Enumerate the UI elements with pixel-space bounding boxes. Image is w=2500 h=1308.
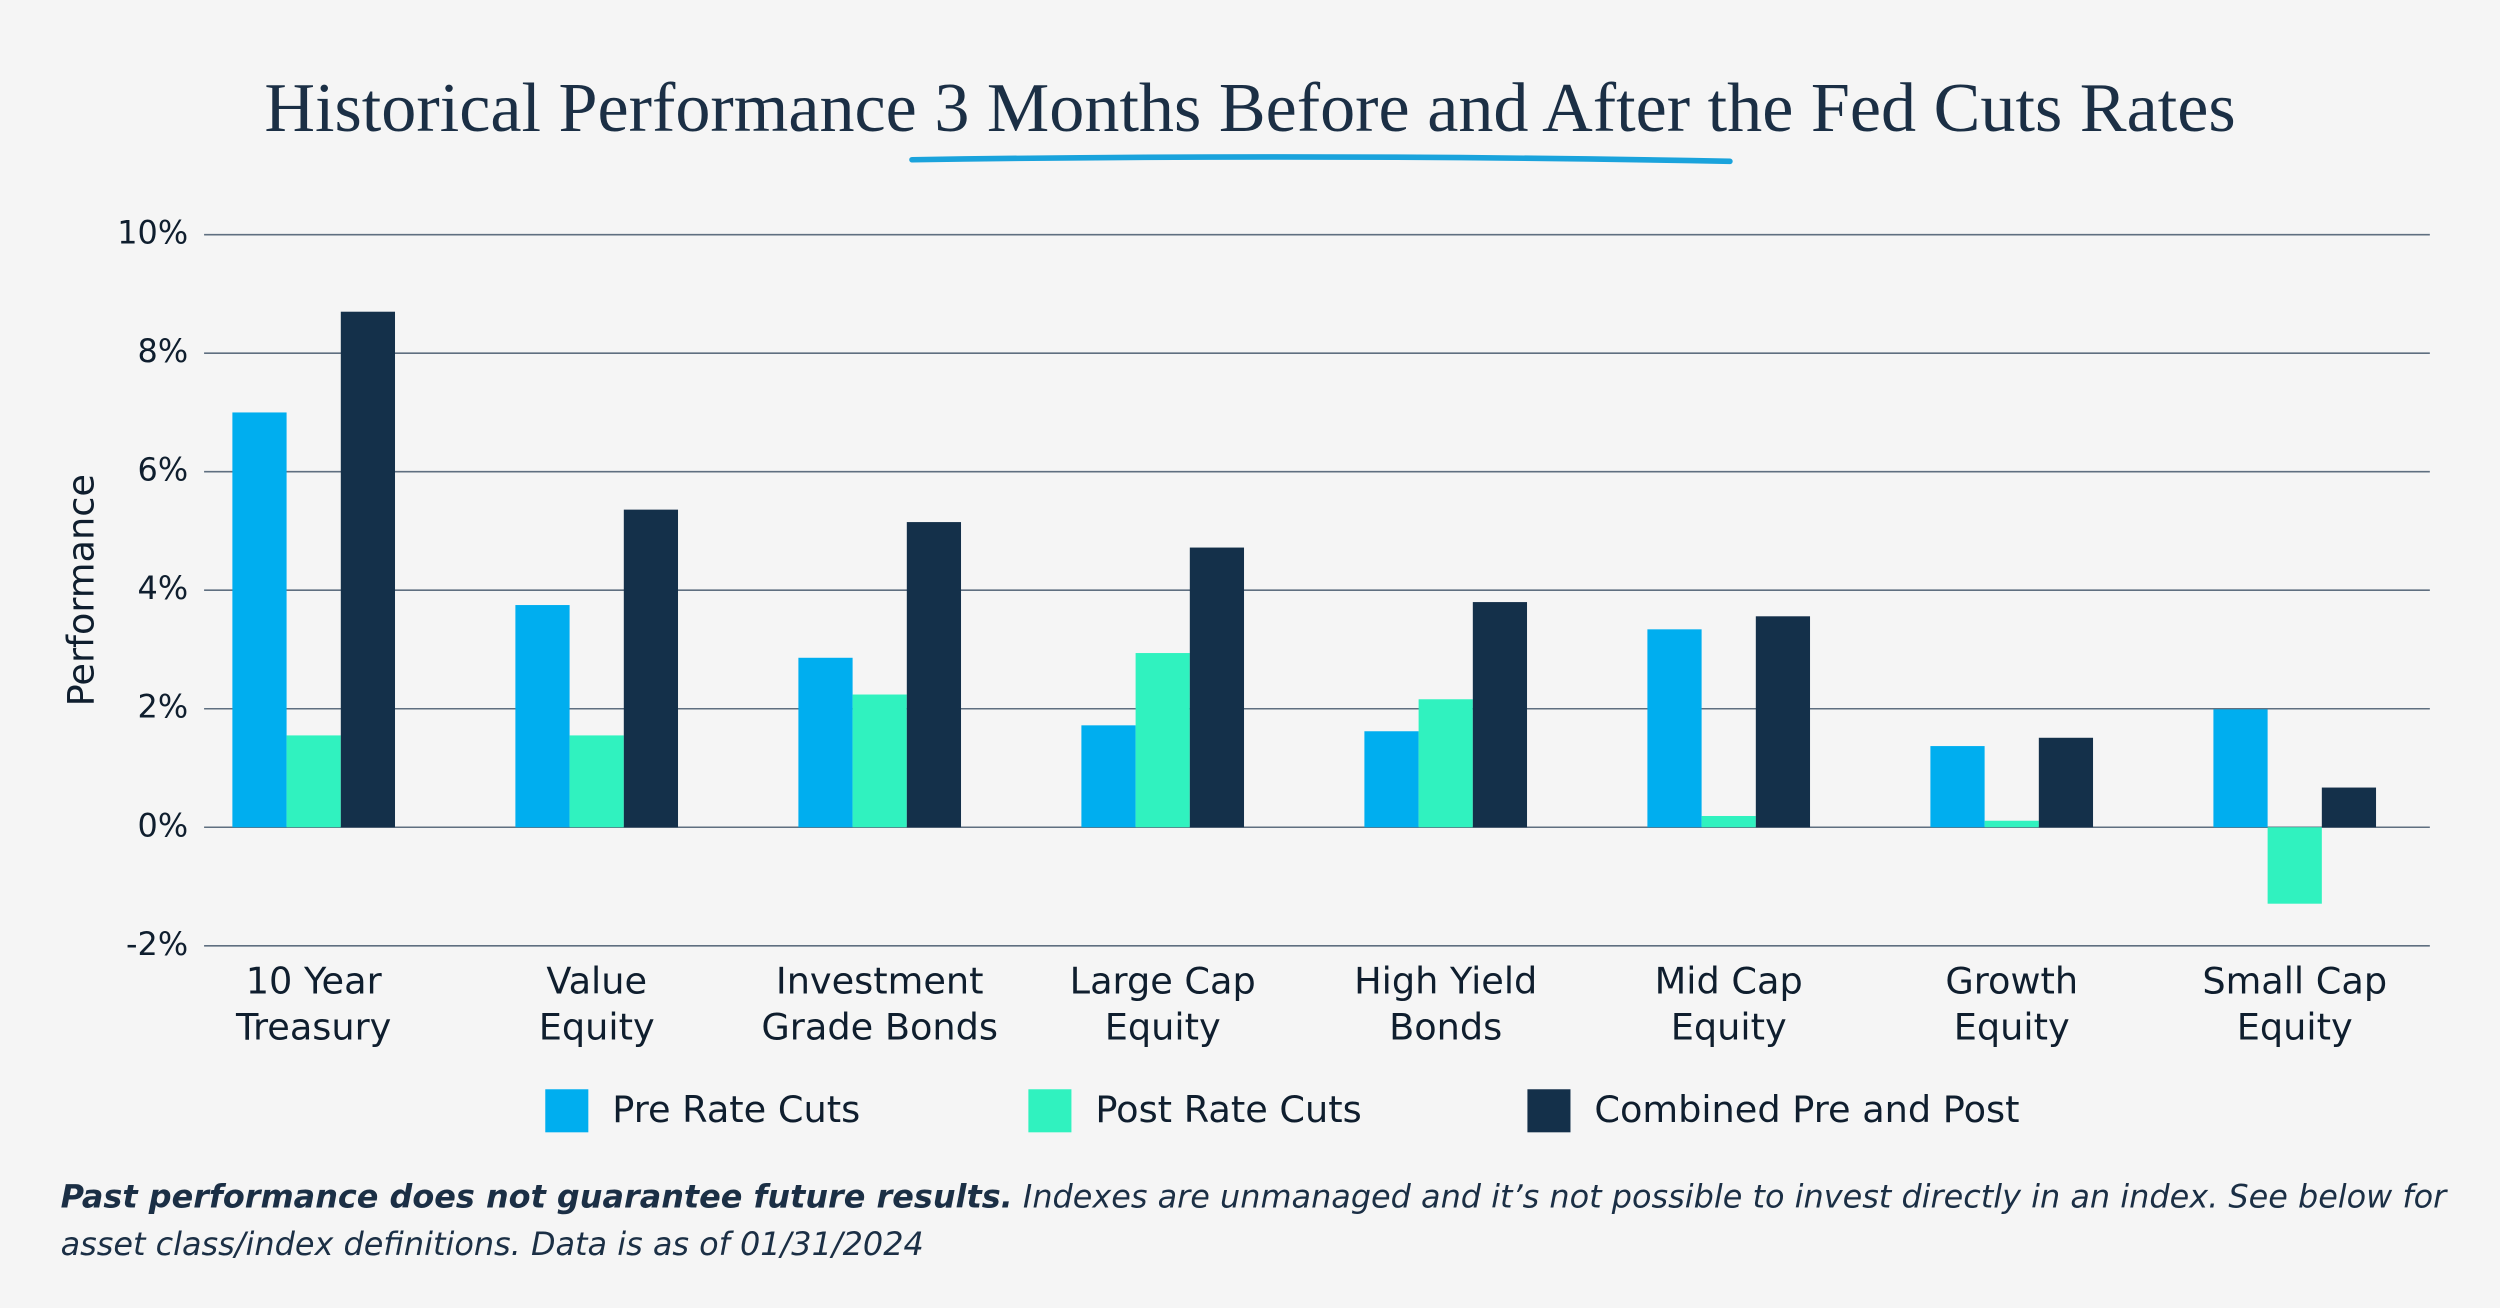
bar xyxy=(1472,602,1528,828)
bar xyxy=(569,735,624,828)
bar xyxy=(1647,629,1702,828)
x-tick-label: High Yield Bonds xyxy=(1354,959,1537,1048)
bar xyxy=(798,657,853,828)
bar xyxy=(1984,820,2039,828)
bar xyxy=(232,412,287,828)
y-tick-label: 2% xyxy=(138,688,189,726)
bar xyxy=(2267,827,2322,904)
bar xyxy=(1930,746,1985,828)
bar xyxy=(1135,653,1190,828)
x-tick-label: Growth Equity xyxy=(1945,959,2078,1048)
bar xyxy=(2213,709,2268,828)
bar xyxy=(1755,616,1811,828)
legend-swatch xyxy=(545,1089,589,1133)
bar xyxy=(1364,731,1419,828)
bar xyxy=(1701,815,1756,828)
y-tick-label: 10% xyxy=(117,214,188,252)
y-tick-label: 0% xyxy=(138,806,189,844)
legend-label: Combined Pre and Post xyxy=(1594,1088,2019,1131)
legend-swatch xyxy=(1028,1089,1072,1133)
y-axis-label: Performance xyxy=(59,474,102,706)
footnote: Past performance does not guarantee futu… xyxy=(61,1172,2453,1268)
x-tick-label: Mid Cap Equity xyxy=(1655,959,1803,1048)
bar xyxy=(852,694,907,828)
title-underline xyxy=(909,154,1733,165)
chart-title: Historical Performance 3 Months Before a… xyxy=(264,69,2235,147)
x-tick-label: Large Cap Equity xyxy=(1070,959,1256,1048)
legend-swatch xyxy=(1527,1089,1571,1133)
x-tick-label: 10 Year Treasury xyxy=(235,959,391,1048)
bar xyxy=(2038,737,2094,828)
y-tick-label: -2% xyxy=(126,925,188,963)
bar xyxy=(906,522,962,828)
footnote-text: Indexes are unmanaged and it’s not possi… xyxy=(60,1176,2447,1264)
legend-label: Post Rate Cuts xyxy=(1095,1088,1361,1131)
bar xyxy=(1081,725,1136,828)
bar xyxy=(2321,787,2377,828)
bar xyxy=(286,735,341,828)
x-tick-label: Small Cap Equity xyxy=(2202,959,2387,1048)
y-tick-label: 8% xyxy=(138,332,189,370)
bar xyxy=(623,509,679,828)
footnote-box: Past performance does not guarantee futu… xyxy=(61,1172,2453,1268)
bar xyxy=(515,605,570,828)
footnote-bold: Past performance does not guarantee futu… xyxy=(60,1176,1013,1216)
y-tick-label: 4% xyxy=(138,569,189,607)
x-tick-label: Value Equity xyxy=(539,959,655,1048)
bar xyxy=(340,311,396,828)
bar xyxy=(1418,699,1473,828)
x-tick-label: Investment Grade Bonds xyxy=(761,959,998,1048)
y-tick-label: 6% xyxy=(138,451,189,489)
legend-label: Pre Rate Cuts xyxy=(612,1088,860,1131)
bar xyxy=(1189,547,1245,828)
